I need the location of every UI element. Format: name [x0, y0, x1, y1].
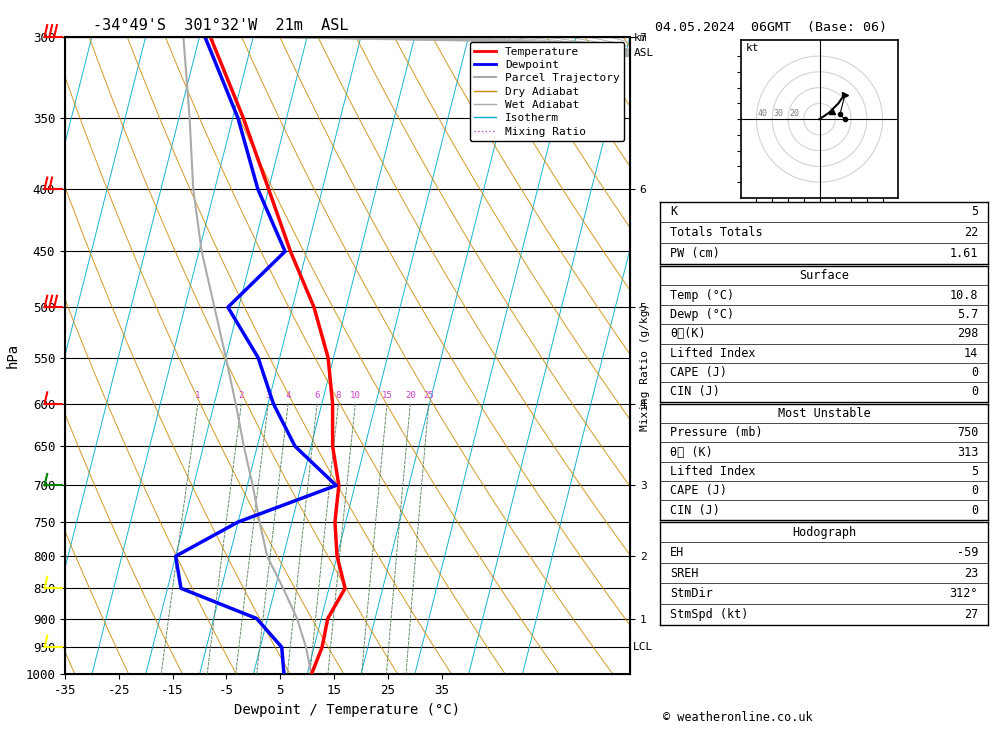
Text: 30: 30: [774, 109, 784, 118]
Text: Hodograph: Hodograph: [792, 526, 856, 539]
Text: Most Unstable: Most Unstable: [778, 407, 870, 420]
Text: Totals Totals: Totals Totals: [670, 226, 762, 239]
Text: 4: 4: [285, 391, 291, 400]
Text: 1.61: 1.61: [950, 247, 978, 260]
Text: Surface: Surface: [799, 269, 849, 282]
Text: 20: 20: [790, 109, 800, 118]
Text: 312°: 312°: [950, 587, 978, 600]
Text: -34°49'S  301°32'W  21m  ASL: -34°49'S 301°32'W 21m ASL: [93, 18, 349, 33]
Text: 8: 8: [336, 391, 341, 400]
Text: Temp (°C): Temp (°C): [670, 289, 734, 302]
Text: Lifted Index: Lifted Index: [670, 465, 755, 478]
Text: Dewp (°C): Dewp (°C): [670, 308, 734, 321]
Text: PW (cm): PW (cm): [670, 247, 720, 260]
X-axis label: Dewpoint / Temperature (°C): Dewpoint / Temperature (°C): [234, 703, 461, 717]
Text: 313: 313: [957, 446, 978, 459]
Text: K: K: [670, 205, 677, 218]
Text: Pressure (mb): Pressure (mb): [670, 427, 762, 439]
Text: km: km: [634, 33, 648, 43]
Text: 27: 27: [964, 608, 978, 621]
Text: 20: 20: [405, 391, 416, 400]
Text: CAPE (J): CAPE (J): [670, 366, 727, 379]
Text: 14: 14: [964, 347, 978, 360]
Text: Lifted Index: Lifted Index: [670, 347, 755, 360]
Text: 40: 40: [758, 109, 768, 118]
Legend: Temperature, Dewpoint, Parcel Trajectory, Dry Adiabat, Wet Adiabat, Isotherm, Mi: Temperature, Dewpoint, Parcel Trajectory…: [470, 43, 624, 141]
Text: -59: -59: [957, 546, 978, 559]
Y-axis label: hPa: hPa: [6, 343, 20, 368]
Text: 10.8: 10.8: [950, 289, 978, 302]
Text: Mixing Ratio (g/kg): Mixing Ratio (g/kg): [640, 303, 650, 430]
Text: StmDir: StmDir: [670, 587, 713, 600]
Text: 23: 23: [964, 567, 978, 580]
Text: kt: kt: [745, 43, 759, 54]
Text: 25: 25: [423, 391, 434, 400]
Text: CAPE (J): CAPE (J): [670, 485, 727, 497]
Text: 3: 3: [266, 391, 271, 400]
Text: 5: 5: [971, 205, 978, 218]
Text: 0: 0: [971, 386, 978, 399]
Text: EH: EH: [670, 546, 684, 559]
Text: 1: 1: [195, 391, 200, 400]
Text: 5.7: 5.7: [957, 308, 978, 321]
Text: 04.05.2024  06GMT  (Base: 06): 04.05.2024 06GMT (Base: 06): [655, 21, 887, 34]
Text: 0: 0: [971, 504, 978, 517]
Text: 15: 15: [382, 391, 392, 400]
Text: LCL: LCL: [633, 642, 653, 652]
Text: θᴇ(K): θᴇ(K): [670, 328, 705, 340]
Text: © weatheronline.co.uk: © weatheronline.co.uk: [663, 711, 813, 724]
Text: θᴇ (K): θᴇ (K): [670, 446, 713, 459]
Text: 0: 0: [971, 485, 978, 497]
Text: 0: 0: [971, 366, 978, 379]
Text: StmSpd (kt): StmSpd (kt): [670, 608, 748, 621]
Text: 5: 5: [971, 465, 978, 478]
Text: CIN (J): CIN (J): [670, 504, 720, 517]
Text: 6: 6: [314, 391, 320, 400]
Text: 298: 298: [957, 328, 978, 340]
Text: CIN (J): CIN (J): [670, 386, 720, 399]
Text: SREH: SREH: [670, 567, 698, 580]
Text: 2: 2: [239, 391, 244, 400]
Text: 10: 10: [350, 391, 361, 400]
Text: 22: 22: [964, 226, 978, 239]
Text: 750: 750: [957, 427, 978, 439]
Text: ASL: ASL: [634, 48, 654, 58]
